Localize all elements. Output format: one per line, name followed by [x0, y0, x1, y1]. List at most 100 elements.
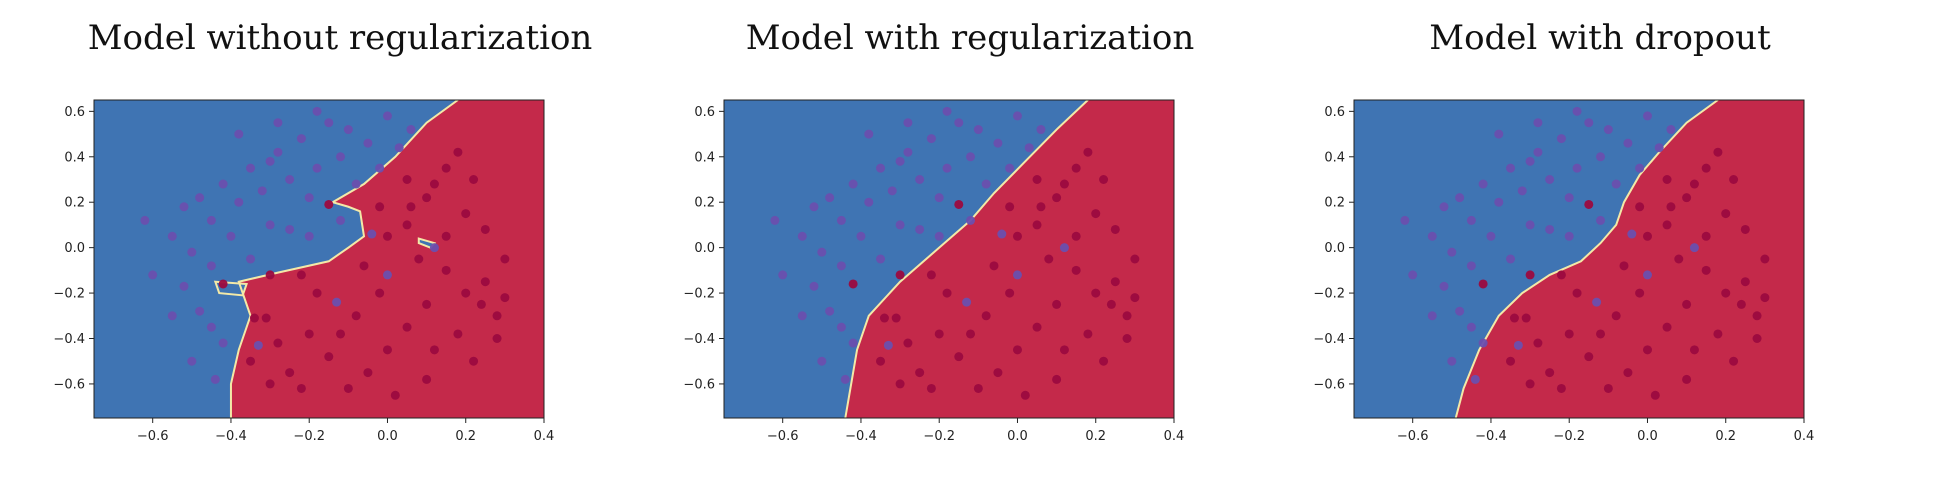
blue-point [285, 175, 295, 184]
red-point [1752, 334, 1762, 343]
blue-point [993, 138, 1003, 148]
red-point [1091, 288, 1101, 298]
blue-point [1439, 281, 1449, 291]
blue-point [1642, 270, 1652, 280]
red-point [1760, 293, 1770, 303]
blue-point [312, 106, 322, 116]
blue-point [1012, 270, 1022, 280]
blue-point [848, 338, 858, 348]
red-point [1059, 179, 1069, 189]
red-point [1729, 356, 1739, 366]
blue-point [926, 134, 936, 144]
red-point [1603, 383, 1613, 393]
blue-point [1466, 215, 1476, 225]
red-point [1012, 231, 1022, 241]
red-point [1106, 299, 1116, 309]
red-point [934, 329, 944, 339]
chart-panel-1: Model without regularization −0.6 −0.4 −0.… [40, 0, 640, 486]
red-point [1059, 345, 1069, 355]
blue-point [778, 270, 788, 280]
red-point [422, 299, 432, 309]
x-tick-label: −0.4 [215, 429, 247, 444]
red-point [422, 374, 432, 384]
chart-panel-3: Model with dropout −0.6 −0.4 −0.2 0.0 0.2 0.4… [1300, 0, 1900, 486]
blue-point [825, 306, 835, 316]
blue-point [848, 179, 858, 189]
red-point [480, 224, 490, 234]
x-tick-label: 0.4 [1164, 429, 1185, 444]
red-point [981, 311, 991, 321]
red-point [1130, 254, 1140, 264]
y-tick-label: 0.2 [694, 196, 715, 211]
plot-area [94, 100, 544, 418]
blue-point [1439, 202, 1449, 212]
blue-point [195, 306, 205, 316]
red-point [1701, 163, 1711, 173]
x-tick-label: −0.6 [137, 429, 169, 444]
red-region [845, 100, 1174, 418]
blue-point [1059, 243, 1069, 253]
y-tick-label: −0.4 [53, 332, 85, 347]
red-point [1521, 313, 1531, 323]
red-point [1689, 179, 1699, 189]
red-point [441, 163, 451, 173]
blue-point [1596, 215, 1606, 225]
red-point [1083, 329, 1093, 339]
red-point [1478, 279, 1488, 289]
y-tick-label: −0.6 [683, 377, 715, 392]
blue-point [312, 163, 322, 173]
blue-point [903, 147, 913, 157]
red-point [1036, 202, 1046, 212]
red-point [363, 368, 373, 378]
blue-point [304, 231, 314, 241]
y-tick-label: −0.4 [683, 332, 715, 347]
blue-point [1455, 306, 1465, 316]
blue-point [1494, 129, 1504, 139]
blue-point [836, 261, 846, 271]
blue-point [206, 322, 216, 332]
y-tick-label: 0.6 [1324, 105, 1345, 120]
red-point [382, 345, 392, 355]
red-point [895, 270, 905, 280]
red-point [1099, 356, 1109, 366]
blue-point [895, 220, 905, 230]
red-point [429, 179, 439, 189]
blue-point [187, 247, 197, 257]
blue-point [206, 261, 216, 271]
blue-point [809, 281, 819, 291]
red-point [351, 311, 361, 321]
decision-boundary [844, 100, 1089, 418]
blue-point [1005, 163, 1015, 173]
red-point [1044, 254, 1054, 264]
blue-point [1447, 247, 1457, 257]
red-point [1619, 261, 1629, 271]
blue-point [140, 215, 150, 225]
red-point [1689, 345, 1699, 355]
red-point [942, 288, 952, 298]
blue-point [296, 134, 306, 144]
red-point [492, 311, 502, 321]
blue-point [1611, 179, 1621, 189]
blue-point [246, 254, 256, 264]
red-point [402, 220, 412, 230]
red-point [441, 265, 451, 275]
blue-point [273, 118, 283, 128]
red-point [1713, 329, 1723, 339]
red-point [1642, 345, 1652, 355]
red-point [993, 368, 1003, 378]
red-point [1596, 329, 1606, 339]
red-point [1130, 293, 1140, 303]
blue-point [809, 202, 819, 212]
blue-point [981, 179, 991, 189]
red-point [1083, 147, 1093, 157]
red-point [1564, 329, 1574, 339]
blue-point [887, 186, 897, 196]
red-point [1071, 265, 1081, 275]
blue-point [856, 231, 866, 241]
blue-point [915, 175, 925, 184]
blue-point [954, 118, 964, 128]
red-point [1506, 356, 1516, 366]
red-point [402, 322, 412, 332]
red-point [261, 313, 271, 323]
red-point [336, 329, 346, 339]
